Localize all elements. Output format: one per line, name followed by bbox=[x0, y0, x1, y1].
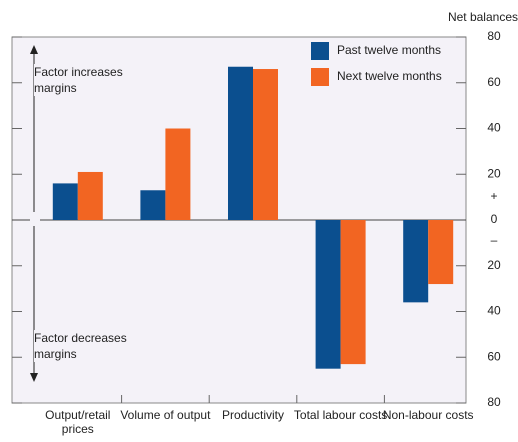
x-tick-label-box: Productivity bbox=[221, 408, 285, 422]
x-tick-label-box: Non-labour costs bbox=[382, 408, 474, 422]
y-tick-label: 80 bbox=[487, 395, 501, 409]
legend-label: Past twelve months bbox=[337, 43, 441, 57]
y-tick-label: 80 bbox=[487, 29, 501, 43]
bar bbox=[52, 183, 78, 220]
y-tick-label: 20 bbox=[487, 166, 501, 180]
bar bbox=[140, 190, 166, 220]
annotation-box: Factor increases margins bbox=[34, 64, 146, 96]
arrow-head bbox=[30, 373, 38, 382]
arrow-head bbox=[30, 45, 38, 54]
y-tick-label: 0 bbox=[491, 212, 498, 226]
x-tick-label: Non-labour costs bbox=[382, 408, 474, 422]
annotation-box: Factor decreases margins bbox=[34, 330, 146, 362]
bar bbox=[403, 220, 429, 303]
y-tick-label: 60 bbox=[487, 75, 501, 89]
bar bbox=[340, 220, 366, 365]
y-tick-label: 40 bbox=[487, 121, 501, 135]
bar bbox=[315, 220, 341, 369]
x-tick-label: Productivity bbox=[221, 408, 285, 422]
legend-swatch bbox=[311, 68, 329, 86]
x-tick-label-box: Volume of output bbox=[120, 408, 211, 422]
annotation: Factor decreases margins bbox=[34, 330, 146, 362]
y-axis-label: Net balances bbox=[448, 10, 518, 24]
bar bbox=[428, 220, 454, 285]
y-tick-label: 60 bbox=[487, 349, 501, 363]
bar bbox=[228, 66, 253, 220]
y-tick-label: 40 bbox=[487, 304, 501, 318]
x-tick-label: Total labour costs bbox=[293, 408, 388, 422]
bar bbox=[165, 128, 191, 220]
x-tick-label: Volume of output bbox=[120, 408, 211, 422]
legend-label: Next twelve months bbox=[337, 69, 442, 83]
annotation: – bbox=[491, 233, 498, 247]
bar bbox=[77, 171, 103, 220]
x-tick-label-box: Total labour costs bbox=[293, 408, 388, 422]
x-tick-label-box: Output/retail prices bbox=[45, 408, 111, 436]
y-tick-label: 20 bbox=[487, 258, 501, 272]
legend-swatch bbox=[311, 42, 329, 60]
annotation: + bbox=[490, 189, 497, 203]
annotation: Factor increases margins bbox=[34, 64, 146, 96]
bar bbox=[253, 69, 278, 221]
x-tick-label: Output/retail prices bbox=[45, 408, 111, 436]
